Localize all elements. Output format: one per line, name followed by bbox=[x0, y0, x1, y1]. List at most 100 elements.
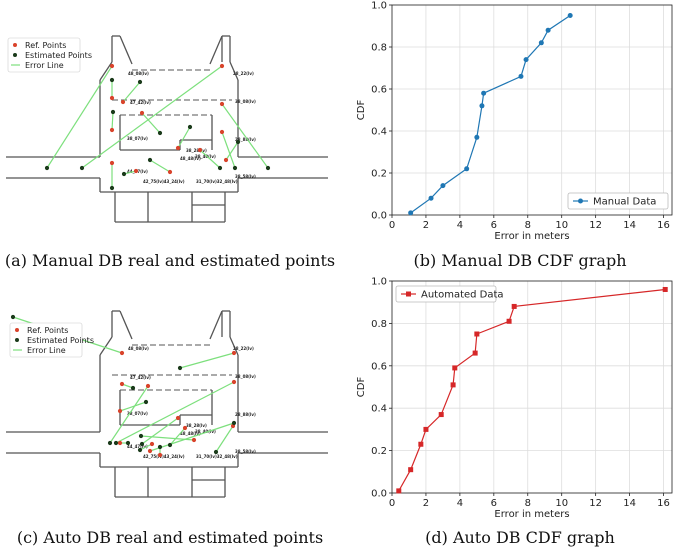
ref-point bbox=[149, 441, 155, 447]
estimated-point bbox=[177, 365, 183, 371]
error-line bbox=[225, 141, 239, 161]
x-tick-label: 14 bbox=[623, 220, 636, 231]
error-line bbox=[179, 352, 235, 369]
ref-point bbox=[133, 168, 139, 174]
auto-map-panel: 48_08(lv) 28_22(lv) 47_42(lv) 38_08(lv) 38_0… bbox=[0, 275, 340, 515]
estimated-point bbox=[187, 124, 193, 130]
ref-point bbox=[119, 381, 125, 387]
x-tick-label: 8 bbox=[525, 498, 531, 509]
data-point bbox=[545, 27, 551, 33]
estimated-point bbox=[138, 433, 144, 439]
y-tick-label: 0.4 bbox=[371, 404, 387, 415]
data-point bbox=[518, 73, 524, 79]
y-axis-label: CDF bbox=[356, 377, 367, 398]
legend-est-label: Estimated Points bbox=[27, 336, 94, 345]
estimated-point bbox=[110, 109, 116, 115]
data-point bbox=[538, 40, 544, 46]
data-point bbox=[428, 195, 434, 201]
estimated-point bbox=[143, 399, 149, 405]
caption-a: (a) Manual DB real and estimated points bbox=[4, 251, 336, 270]
data-point bbox=[423, 426, 429, 432]
x-axis-label: Error in meters bbox=[494, 231, 569, 242]
legend-est-marker bbox=[13, 53, 17, 57]
x-tick-label: 16 bbox=[657, 498, 670, 509]
data-point bbox=[418, 441, 424, 447]
estimated-point bbox=[137, 447, 143, 453]
data-point bbox=[506, 318, 512, 324]
floor-plan: 48_08(lv) 28_22(lv) 47_42(lv) 38_08(lv) 38_0… bbox=[6, 35, 328, 223]
ref-point bbox=[117, 408, 123, 414]
legend-marker bbox=[578, 198, 583, 204]
legend-est-marker bbox=[15, 338, 19, 342]
ref-point bbox=[157, 452, 163, 458]
ref-point bbox=[219, 129, 225, 135]
error-line bbox=[122, 81, 141, 103]
room-label: 42_75(lv)43_24(lv) bbox=[143, 179, 185, 184]
map-legend-box bbox=[9, 322, 83, 358]
manual-map-panel: 48_08(lv) 28_22(lv) 47_42(lv) 38_08(lv) 38_0… bbox=[0, 0, 340, 240]
wall bbox=[99, 61, 113, 81]
room-label: 42_75(lv)43_24(lv) bbox=[143, 454, 185, 459]
ref-point bbox=[119, 350, 125, 356]
auto-map: 48_08(lv) 28_22(lv) 47_42(lv) 38_08(lv) 38_0… bbox=[6, 310, 328, 498]
data-point bbox=[481, 90, 487, 96]
y-tick-label: 0.6 bbox=[371, 361, 387, 372]
room-label: 38_28(lv) bbox=[186, 148, 207, 153]
wall bbox=[209, 310, 223, 340]
legend-label: Automated Data bbox=[421, 290, 504, 301]
y-tick-label: 0.0 bbox=[371, 211, 387, 222]
estimated-point bbox=[231, 420, 237, 426]
error-line bbox=[199, 149, 221, 169]
ref-point bbox=[109, 160, 115, 166]
error-line bbox=[81, 65, 223, 169]
room-label: 28_22(lv) bbox=[233, 71, 254, 76]
manual-map: 48_08(lv) 28_22(lv) 47_42(lv) 38_08(lv) 38_0… bbox=[6, 35, 328, 223]
data-point bbox=[450, 382, 456, 388]
room-label: 31_70(lv)32_48(lv) bbox=[196, 454, 238, 459]
x-tick-label: 2 bbox=[423, 220, 429, 231]
auto-cdf-panel: 0 2 4 6 8 10 12 14 16 0.0 0.2 0.4 0.6 0.8 1.0 Error in … bbox=[350, 275, 685, 525]
estimated-point bbox=[137, 79, 143, 85]
estimated-point bbox=[213, 449, 219, 455]
ref-point bbox=[219, 101, 225, 107]
y-tick-label: 1.0 bbox=[371, 277, 387, 288]
error-line bbox=[221, 103, 269, 169]
x-tick-label: 2 bbox=[423, 498, 429, 509]
y-tick-label: 0.8 bbox=[371, 43, 387, 54]
estimated-point bbox=[10, 314, 16, 320]
ref-point bbox=[109, 95, 115, 101]
room-label: 48_08(lv) bbox=[128, 71, 149, 76]
legend-ref-marker bbox=[15, 328, 19, 332]
x-tick-label: 0 bbox=[389, 220, 395, 231]
x-tick-label: 8 bbox=[525, 220, 531, 231]
auto-cdf-chart: 0 2 4 6 8 10 12 14 16 0.0 0.2 0.4 0.6 0.8 1.0 Error in … bbox=[356, 277, 673, 520]
y-tick-label: 0.0 bbox=[371, 489, 387, 500]
error-line bbox=[177, 126, 191, 149]
ref-point bbox=[197, 147, 203, 153]
legend-box bbox=[567, 192, 669, 210]
legend-err-label: Error Line bbox=[25, 61, 64, 70]
y-tick-label: 0.6 bbox=[371, 85, 387, 96]
legend-marker bbox=[406, 291, 411, 297]
error-line bbox=[141, 112, 161, 134]
error-line bbox=[46, 65, 113, 169]
room-label: 48_48(lv) bbox=[180, 431, 201, 436]
x-tick-label: 0 bbox=[389, 498, 395, 509]
series-line bbox=[410, 15, 571, 214]
estimated-point bbox=[113, 440, 119, 446]
error-line bbox=[141, 417, 179, 445]
estimated-point bbox=[157, 444, 163, 450]
x-tick-label: 16 bbox=[657, 220, 670, 231]
x-tick-label: 6 bbox=[491, 220, 497, 231]
error-line bbox=[139, 443, 153, 451]
x-tick-label: 14 bbox=[623, 498, 636, 509]
series-line bbox=[398, 288, 666, 492]
wall bbox=[99, 336, 113, 356]
estimated-point bbox=[217, 165, 223, 171]
caption-b: (b) Manual DB CDF graph bbox=[413, 251, 627, 270]
estimated-point bbox=[44, 165, 50, 171]
map-legend-box bbox=[7, 37, 81, 73]
data-point bbox=[567, 13, 573, 18]
room-label: 38_40(lv) bbox=[195, 429, 216, 434]
x-tick-label: 4 bbox=[457, 220, 463, 231]
